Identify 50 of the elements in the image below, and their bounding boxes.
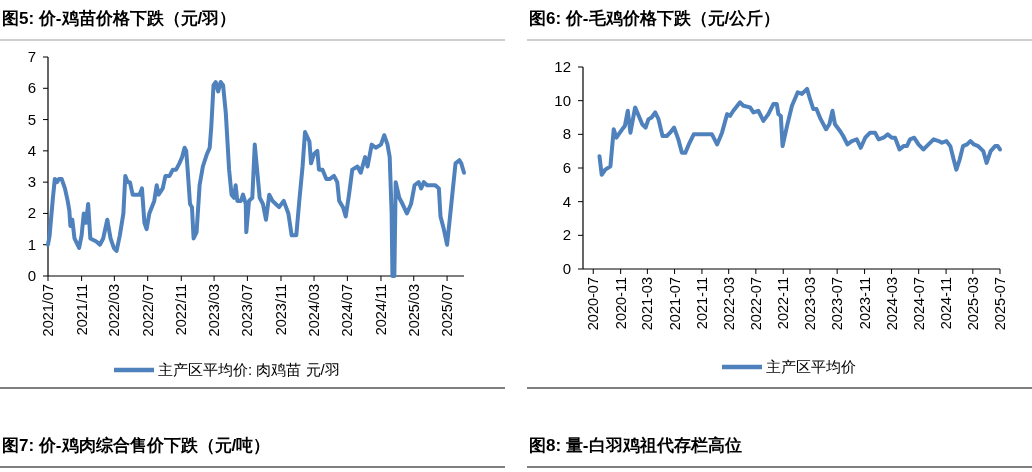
x-tick-label: 2024-07: [910, 277, 927, 331]
y-tick-label: 12: [554, 58, 571, 75]
y-tick-label: 6: [562, 159, 571, 176]
x-tick-label: 2024-03: [883, 277, 900, 331]
x-tick-label: 2023/03: [206, 284, 223, 337]
x-tick-label: 2022/03: [106, 284, 123, 337]
y-tick-label: 0: [27, 267, 36, 284]
caption: 图8: 量-白羽鸡祖代存栏高位: [529, 436, 742, 455]
y-tick-label: 2: [562, 226, 571, 244]
chart-title: 图5: 价-鸡苗价格下跌（元/羽）: [2, 9, 237, 28]
x-tick-label: 2023-11: [856, 277, 873, 330]
x-tick-label: 2025/03: [405, 284, 422, 337]
y-tick-label: 4: [562, 192, 571, 210]
x-tick-label: 2024/11: [372, 284, 389, 336]
x-tick-label: 2024/03: [306, 284, 323, 337]
legend-label: 主产区平均价: [766, 358, 856, 375]
x-tick-label: 2021-03: [639, 277, 656, 331]
y-tick-label: 7: [27, 48, 36, 65]
chart-title: 图6: 价-毛鸡价格下跌（元/公斤）: [529, 9, 781, 28]
y-tick-label: 1: [27, 235, 36, 253]
x-tick-label: 2021-11: [693, 277, 710, 330]
x-tick-label: 2023-03: [801, 277, 818, 331]
x-tick-label: 2023-07: [829, 277, 846, 331]
y-tick-label: 5: [27, 110, 36, 128]
x-tick-label: 2022/07: [139, 284, 156, 337]
y-tick-label: 2: [27, 204, 36, 222]
y-tick-label: 6: [27, 79, 36, 97]
x-tick-label: 2020-11: [612, 277, 629, 330]
x-tick-label: 2025-07: [992, 277, 1008, 331]
y-tick-label: 3: [27, 173, 36, 191]
x-tick-label: 2022-07: [747, 277, 764, 331]
x-tick-label: 2021-07: [666, 277, 683, 331]
x-tick-label: 2024-11: [938, 277, 955, 330]
y-tick-label: 10: [554, 91, 571, 109]
y-tick-label: 4: [27, 141, 36, 159]
x-tick-label: 2025-03: [964, 277, 981, 331]
x-tick-label: 2021/07: [40, 284, 56, 337]
x-tick-label: 2021/11: [73, 284, 90, 336]
x-tick-label: 2022-03: [720, 277, 737, 331]
x-tick-label: 2024/07: [339, 284, 356, 337]
x-tick-label: 2020-07: [585, 277, 602, 331]
x-tick-label: 2022-11: [775, 277, 792, 330]
x-tick-label: 2023/07: [239, 284, 256, 337]
caption: 图7: 价-鸡肉综合售价下跌（元/吨）: [2, 436, 271, 455]
y-tick-label: 0: [562, 260, 571, 277]
x-tick-label: 2025/07: [439, 284, 456, 337]
x-tick-label: 2022/11: [173, 284, 190, 336]
y-tick-label: 8: [562, 125, 571, 143]
x-tick-label: 2023/11: [272, 284, 289, 336]
legend-label: 主产区平均价: 肉鸡苗 元/羽: [158, 361, 340, 378]
